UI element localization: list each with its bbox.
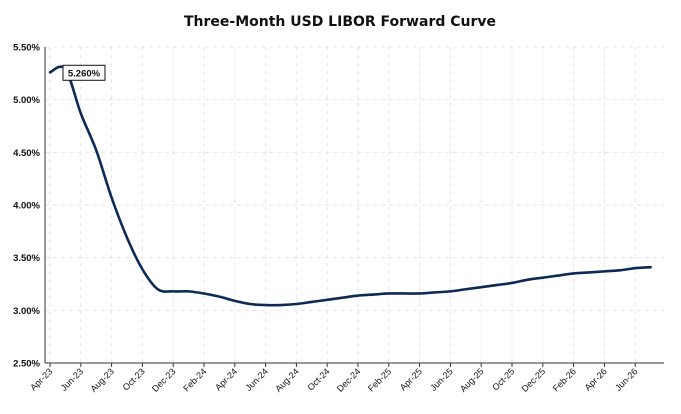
x-tick-label: Feb-24 bbox=[181, 366, 208, 393]
x-tick-label: Feb-25 bbox=[366, 366, 393, 393]
gridlines bbox=[45, 46, 664, 363]
x-tick-label: Aug-25 bbox=[458, 366, 486, 394]
y-tick-label: 2.50% bbox=[13, 359, 40, 370]
x-tick-label: Aug-24 bbox=[273, 366, 301, 394]
x-tick-label: Aug-23 bbox=[88, 366, 116, 394]
x-tick-label: Feb-26 bbox=[551, 366, 578, 393]
y-tick-label: 4.50% bbox=[13, 148, 40, 159]
axes bbox=[44, 47, 664, 367]
y-axis-ticks: 2.50% 3.00% 3.50% 4.00% 4.50% 5.00% 5.50% bbox=[13, 43, 40, 370]
y-tick-label: 5.50% bbox=[13, 43, 40, 54]
x-axis-ticks: Apr-23 Jun-23 Aug-23 Oct-23 Dec-23 Feb-24 Apr-… bbox=[28, 366, 639, 394]
x-tick-label: Dec-23 bbox=[150, 366, 178, 394]
y-tick-label: 3.50% bbox=[13, 253, 40, 264]
x-tick-label: Jun-26 bbox=[613, 366, 640, 393]
x-tick-label: Apr-24 bbox=[213, 366, 239, 392]
callout-label: 5.260% bbox=[68, 68, 101, 79]
y-tick-label: 5.00% bbox=[13, 95, 40, 106]
x-tick-label: Oct-24 bbox=[305, 366, 331, 392]
callout-box bbox=[62, 64, 106, 81]
x-tick-label: Jun-23 bbox=[59, 366, 86, 393]
series-layer bbox=[48, 65, 652, 307]
chart-title: Three-Month USD LIBOR Forward Curve bbox=[184, 14, 496, 30]
x-tick-label: Apr-25 bbox=[398, 366, 424, 392]
x-tick-label: Jun-25 bbox=[428, 366, 455, 393]
x-tick-label: Dec-24 bbox=[335, 366, 363, 394]
x-tick-label: Dec-25 bbox=[520, 366, 548, 394]
x-tick-label: Oct-25 bbox=[490, 366, 516, 392]
x-tick-label: Jun-24 bbox=[243, 366, 270, 393]
y-tick-label: 4.00% bbox=[13, 201, 40, 212]
series-line bbox=[48, 65, 652, 307]
y-tick-label: 3.00% bbox=[13, 306, 40, 317]
x-tick-label: Apr-23 bbox=[28, 366, 54, 392]
x-tick-label: Oct-23 bbox=[121, 366, 147, 392]
x-tick-label: Apr-26 bbox=[583, 366, 609, 392]
annotations: 5.260% bbox=[62, 64, 106, 81]
